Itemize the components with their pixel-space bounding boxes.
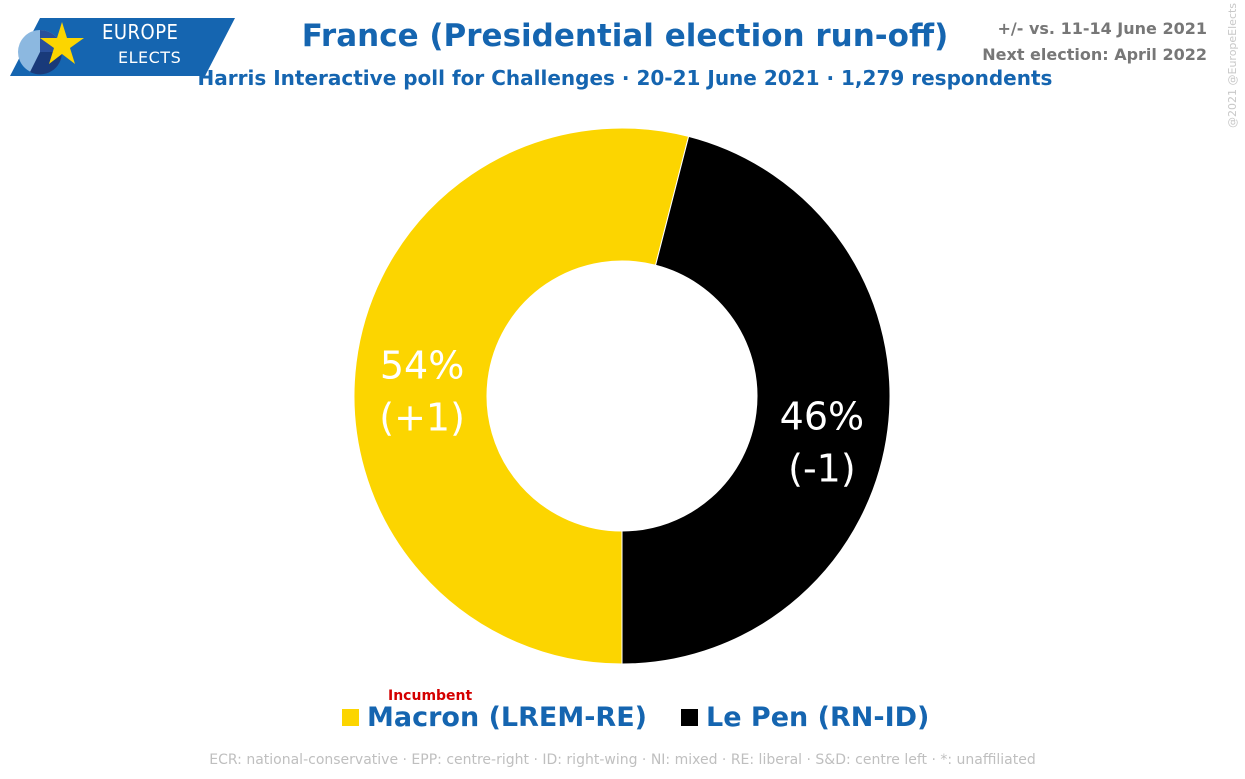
europe-elects-logo: EUROPE ELECTS [10, 18, 235, 76]
meta-info: +/- vs. 11-14 June 2021 Next election: A… [982, 16, 1207, 68]
chart-subtitle: Harris Interactive poll for Challenges ·… [197, 66, 1053, 90]
legend-label-macron: Macron (LREM-RE) [367, 702, 648, 733]
legend: Macron (LREM-RE) Le Pen (RN-ID) [0, 702, 1245, 742]
legend-item-le-pen: Le Pen (RN-ID) [681, 702, 929, 733]
slice-value-label-1: 46% [780, 394, 864, 438]
slice-value-label-0: 54% [380, 344, 464, 388]
next-election: Next election: April 2022 [982, 45, 1207, 64]
legend-item-macron: Macron (LREM-RE) [342, 702, 647, 733]
logo-text-elects: ELECTS [118, 48, 182, 67]
incumbent-tag: Incumbent [388, 688, 473, 704]
slice-change-label-1: (-1) [788, 446, 856, 490]
logo-text-europe: EUROPE [102, 20, 179, 44]
donut-slice-1 [621, 135, 891, 665]
slice-change-label-0: (+1) [379, 396, 465, 440]
donut-slice-0 [353, 127, 690, 665]
legend-swatch-macron [342, 709, 359, 726]
chart-title: France (Presidential election run-off) [301, 18, 949, 54]
legend-label-le-pen: Le Pen (RN-ID) [706, 702, 930, 733]
logo-graphic [10, 18, 235, 76]
footer-glossary: ECR: national-conservative · EPP: centre… [209, 752, 1036, 768]
change-note: +/- vs. 11-14 June 2021 [997, 19, 1208, 38]
legend-swatch-le-pen [681, 709, 698, 726]
